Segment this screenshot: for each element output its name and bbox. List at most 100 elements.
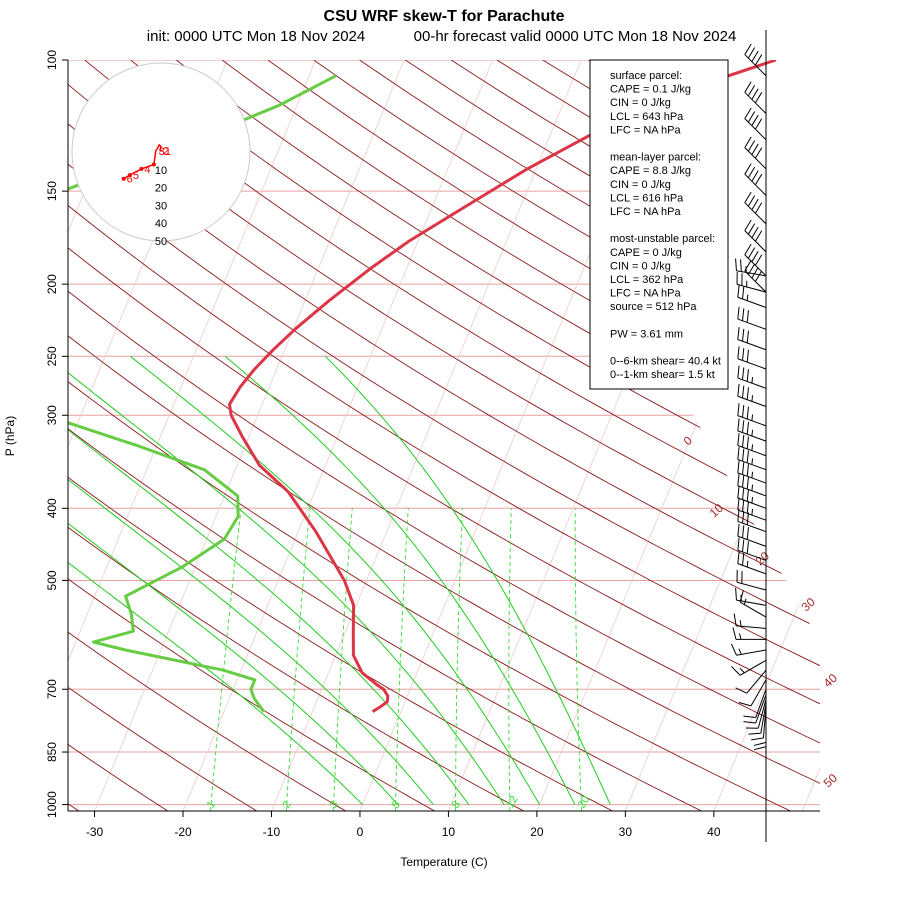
wind-barb-flag	[737, 365, 740, 379]
wind-barb-flag	[742, 539, 745, 552]
wind-barb-flag	[748, 732, 761, 735]
wind-barb	[744, 260, 767, 293]
hodograph-point	[121, 176, 126, 181]
dry-adiabat-line	[68, 60, 168, 811]
stats-line: CIN = 0 J/kg	[610, 179, 671, 191]
wind-barb-half	[746, 560, 749, 568]
wind-barb-flag	[746, 369, 749, 382]
pressure-tick-label: 500	[45, 570, 59, 590]
hodograph-point	[151, 162, 156, 167]
wind-barb-flag	[744, 219, 752, 231]
wind-barb-flag	[742, 499, 745, 512]
wind-barb-flag	[754, 54, 763, 66]
dry-adiabat-line	[68, 60, 702, 811]
pressure-tick-label: 400	[45, 498, 59, 518]
mixing-ratio-label: 3	[327, 799, 340, 810]
wind-barb-flag	[737, 551, 740, 564]
wind-barb-flag	[747, 47, 756, 59]
wind-barb-flag	[751, 170, 759, 182]
y-axis-label: P (hPa)	[3, 416, 17, 456]
stats-line: LFC = NA hPa	[610, 288, 682, 300]
wind-barb	[744, 243, 767, 277]
moist-adiabat-line	[68, 355, 505, 805]
isotherm-grid-line	[891, 60, 900, 811]
wind-barb-flag	[746, 541, 749, 554]
mixing-ratio-label: 5	[390, 799, 403, 810]
moist-adiabat-line	[68, 355, 363, 805]
stats-line: LFC = NA hPa	[610, 124, 682, 136]
wind-barb	[737, 365, 767, 389]
wind-barb-flag	[744, 136, 752, 148]
wind-barb-flag	[742, 385, 745, 399]
wind-barb-flag	[739, 590, 744, 603]
wind-barb-flag	[742, 510, 745, 524]
dry-adiabat-line	[68, 60, 820, 811]
wind-barb-half	[751, 508, 754, 516]
wind-barb-half	[751, 429, 754, 437]
hodograph-ring	[71, 62, 251, 242]
pressure-tick-label: 100	[45, 50, 59, 70]
hodograph-height-label: 6	[127, 174, 133, 186]
wind-barb-flag	[730, 643, 737, 656]
wind-barb	[736, 271, 767, 293]
wind-barb-flag	[743, 715, 756, 718]
wind-barb	[737, 284, 767, 309]
wind-barb-flag	[742, 448, 745, 462]
wind-barb-flag	[747, 247, 756, 259]
isotherm-grid-line	[801, 60, 820, 811]
wind-barb	[731, 659, 767, 676]
chart-subtitle-valid: 00-hr forecast valid 0000 UTC Mon 18 Nov…	[414, 28, 737, 45]
hodograph-height-label: 1	[165, 146, 171, 158]
wind-barb	[744, 81, 767, 114]
wind-barb-flag	[746, 501, 749, 514]
wind-barb-flag	[742, 348, 745, 361]
wind-barb-flag	[754, 173, 763, 186]
hodograph-ring-label: 10	[155, 165, 167, 177]
wind-barb-flag	[742, 434, 745, 448]
wind-barb-flag	[746, 512, 749, 525]
wind-barb-flag	[753, 746, 767, 751]
wind-barb-flag	[746, 476, 749, 490]
wind-barb-flag	[751, 88, 759, 100]
wind-barb-flag	[744, 81, 752, 93]
dry-adiabat-line	[68, 60, 820, 811]
isotherm-label: 0	[681, 433, 696, 448]
dry-adiabat-line	[68, 60, 257, 811]
wind-barb-half	[738, 648, 742, 655]
temp-tick-label: 10	[442, 825, 456, 839]
wind-barb-flag	[754, 118, 763, 130]
wind-barb	[737, 473, 767, 497]
wind-barb	[737, 383, 767, 407]
moist-adiabat-line	[68, 355, 470, 805]
wind-barb-flag	[742, 420, 745, 433]
wind-barb-flag	[737, 485, 740, 499]
hodograph-height-label: 2	[163, 146, 169, 158]
wind-barb	[743, 689, 767, 718]
temp-tick-label: 30	[619, 825, 633, 839]
wind-barb-flag	[751, 737, 764, 741]
wind-barb	[739, 590, 767, 618]
wind-barb	[737, 433, 767, 457]
wind-barb-flag	[746, 310, 749, 323]
wind-barb-half	[751, 376, 754, 384]
wind-barb-flag	[747, 111, 756, 123]
stats-line: LCL = 362 hPa	[610, 274, 684, 286]
mixing-ratio-line	[332, 508, 353, 811]
stats-line: PW = 3.61 mm	[610, 328, 683, 340]
isotherm-grid-line	[713, 60, 820, 811]
temp-tick-label: 40	[707, 825, 721, 839]
stats-line: 0--1-km shear= 1.5 kt	[610, 369, 715, 381]
pressure-tick-label: 1000	[45, 791, 59, 818]
stats-line: mean-layer parcel:	[610, 152, 701, 164]
wind-barb	[737, 306, 767, 330]
wind-barb-flag	[751, 143, 759, 155]
wind-barb-half	[739, 620, 742, 627]
wind-barb-flag	[754, 92, 763, 104]
wind-barb-shaft	[755, 689, 767, 718]
isotherm-label: 10	[707, 501, 727, 521]
mixing-ratio-label: 20	[576, 794, 593, 811]
wind-barb-flag	[754, 270, 763, 282]
moist-adiabat-line	[224, 355, 576, 805]
